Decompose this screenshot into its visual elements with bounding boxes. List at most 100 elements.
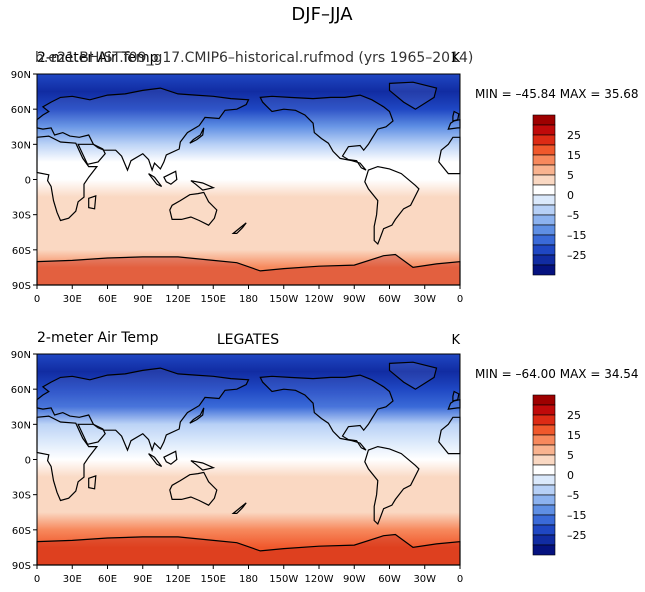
colorbar-label: –25 <box>567 529 587 542</box>
lat-tick-label: 60N <box>11 385 31 396</box>
colorbar-swatch <box>532 534 556 546</box>
lat-tick-label: 0 <box>25 176 31 187</box>
land-new-zealand <box>231 222 247 234</box>
land-indonesia-b <box>163 450 178 465</box>
colorbar-label: 15 <box>567 429 581 442</box>
land-north-america <box>259 374 394 451</box>
colorbar-label: 5 <box>567 449 574 462</box>
land-indonesia-a <box>148 453 163 468</box>
colorbar-swatch <box>532 424 556 436</box>
colorbar-swatch <box>532 494 556 506</box>
colorbar-swatch <box>532 454 556 466</box>
lat-tick-label: 90N <box>11 70 31 81</box>
lat-tick-label: 0 <box>25 456 31 467</box>
colorbar-swatch <box>532 504 556 516</box>
model-map-field <box>37 74 460 285</box>
lon-tick-label: 30E <box>63 294 82 305</box>
colorbar-label: –25 <box>567 249 587 262</box>
colorbar-label: 15 <box>567 149 581 162</box>
lon-tick-label: 120W <box>305 294 334 305</box>
land-australia <box>169 471 218 506</box>
land-eurasia <box>36 367 250 452</box>
land-uk <box>452 110 460 122</box>
land-new-guinea <box>190 460 216 471</box>
colorbar-label: –15 <box>567 229 587 242</box>
colorbar-swatch <box>532 484 556 496</box>
land-north-america <box>259 94 394 171</box>
colorbar-swatch <box>532 524 556 536</box>
colorbar-swatch <box>532 194 556 206</box>
lat-tick-label: 60S <box>12 246 31 257</box>
obs-dataset-label: LEGATES <box>217 332 279 348</box>
land-africa-west <box>438 416 461 455</box>
land-greenland <box>388 361 438 390</box>
lon-tick-label: 150E <box>201 574 226 585</box>
lon-tick-label: 150E <box>201 294 226 305</box>
land-japan <box>189 127 205 144</box>
land-indonesia-b <box>163 170 178 185</box>
lat-tick-label: 90S <box>12 281 31 292</box>
land-south-america <box>364 445 420 526</box>
obs-units-label: K <box>451 333 460 348</box>
colorbar-label: –5 <box>567 489 580 502</box>
lon-tick-label: 90E <box>133 294 152 305</box>
obs-variable-label: 2-meter Air Temp <box>37 330 159 346</box>
colorbar-swatch <box>532 204 556 216</box>
obs-lat-ticks: 90N 60N 30N 0 30S 60S 90S <box>11 350 37 572</box>
lon-tick-label: 120W <box>305 574 334 585</box>
model-min-max-stats: MIN = –45.84 MAX = 35.68 <box>475 87 639 101</box>
model-units-label: K <box>451 51 460 66</box>
obs-land-shapes <box>36 361 461 566</box>
lat-tick-label: 60S <box>12 526 31 537</box>
colorbar-label: –15 <box>567 509 587 522</box>
lon-tick-label: 0 <box>457 574 463 585</box>
colorbar-swatch <box>532 414 556 426</box>
land-africa <box>36 135 99 222</box>
obs-lon-ticks: 0 30E 60E 90E 120E 150E 180 150W 120W 90W 60W 30W 0 <box>34 565 463 585</box>
obs-min-max-stats: MIN = –64.00 MAX = 34.54 <box>475 367 639 381</box>
lon-tick-label: 60E <box>98 574 117 585</box>
colorbar-swatch <box>532 244 556 256</box>
land-eurasia <box>36 87 250 172</box>
panel-model: 2-meter Air Temp b.e21.BHIST.f09_g17.CMI… <box>11 50 639 305</box>
figure-title: DJF–JJA <box>291 4 353 25</box>
obs-colorbar: 25 15 5 0 –5 –15 –25 <box>532 394 587 556</box>
lon-tick-label: 30E <box>63 574 82 585</box>
land-greenland <box>388 81 438 110</box>
land-australia <box>169 191 218 226</box>
lon-tick-label: 90W <box>343 294 366 305</box>
lon-tick-label: 60W <box>378 294 401 305</box>
colorbar-label: 5 <box>567 169 574 182</box>
land-indonesia-a <box>148 173 163 188</box>
colorbar-swatch <box>532 434 556 446</box>
colorbar-swatch <box>532 234 556 246</box>
lat-tick-label: 30N <box>11 140 31 151</box>
lon-tick-label: 180 <box>239 574 258 585</box>
lon-tick-label: 0 <box>34 574 40 585</box>
colorbar-swatch <box>532 544 556 556</box>
lon-tick-label: 150W <box>269 294 298 305</box>
model-land-shapes <box>36 81 461 286</box>
lon-tick-label: 0 <box>457 294 463 305</box>
colorbar-swatch <box>532 394 556 406</box>
colorbar-label: 25 <box>567 409 581 422</box>
lat-tick-label: 90N <box>11 350 31 361</box>
land-africa <box>36 415 99 502</box>
colorbar-swatch <box>532 444 556 456</box>
colorbar-label: 0 <box>567 469 574 482</box>
lon-tick-label: 60W <box>378 574 401 585</box>
colorbar-label: 25 <box>567 129 581 142</box>
model-colorbar: 25 15 5 0 –5 –15 –25 <box>532 114 587 276</box>
land-madagascar <box>88 475 97 490</box>
obs-map-field <box>37 354 460 565</box>
lon-tick-label: 0 <box>34 294 40 305</box>
land-new-zealand <box>231 502 247 514</box>
colorbar-swatch <box>532 264 556 276</box>
colorbar-swatch <box>532 124 556 136</box>
colorbar-label: 0 <box>567 189 574 202</box>
colorbar-swatch <box>532 154 556 166</box>
colorbar-swatch <box>532 514 556 526</box>
colorbar-swatch <box>532 164 556 176</box>
colorbar-swatch <box>532 184 556 196</box>
